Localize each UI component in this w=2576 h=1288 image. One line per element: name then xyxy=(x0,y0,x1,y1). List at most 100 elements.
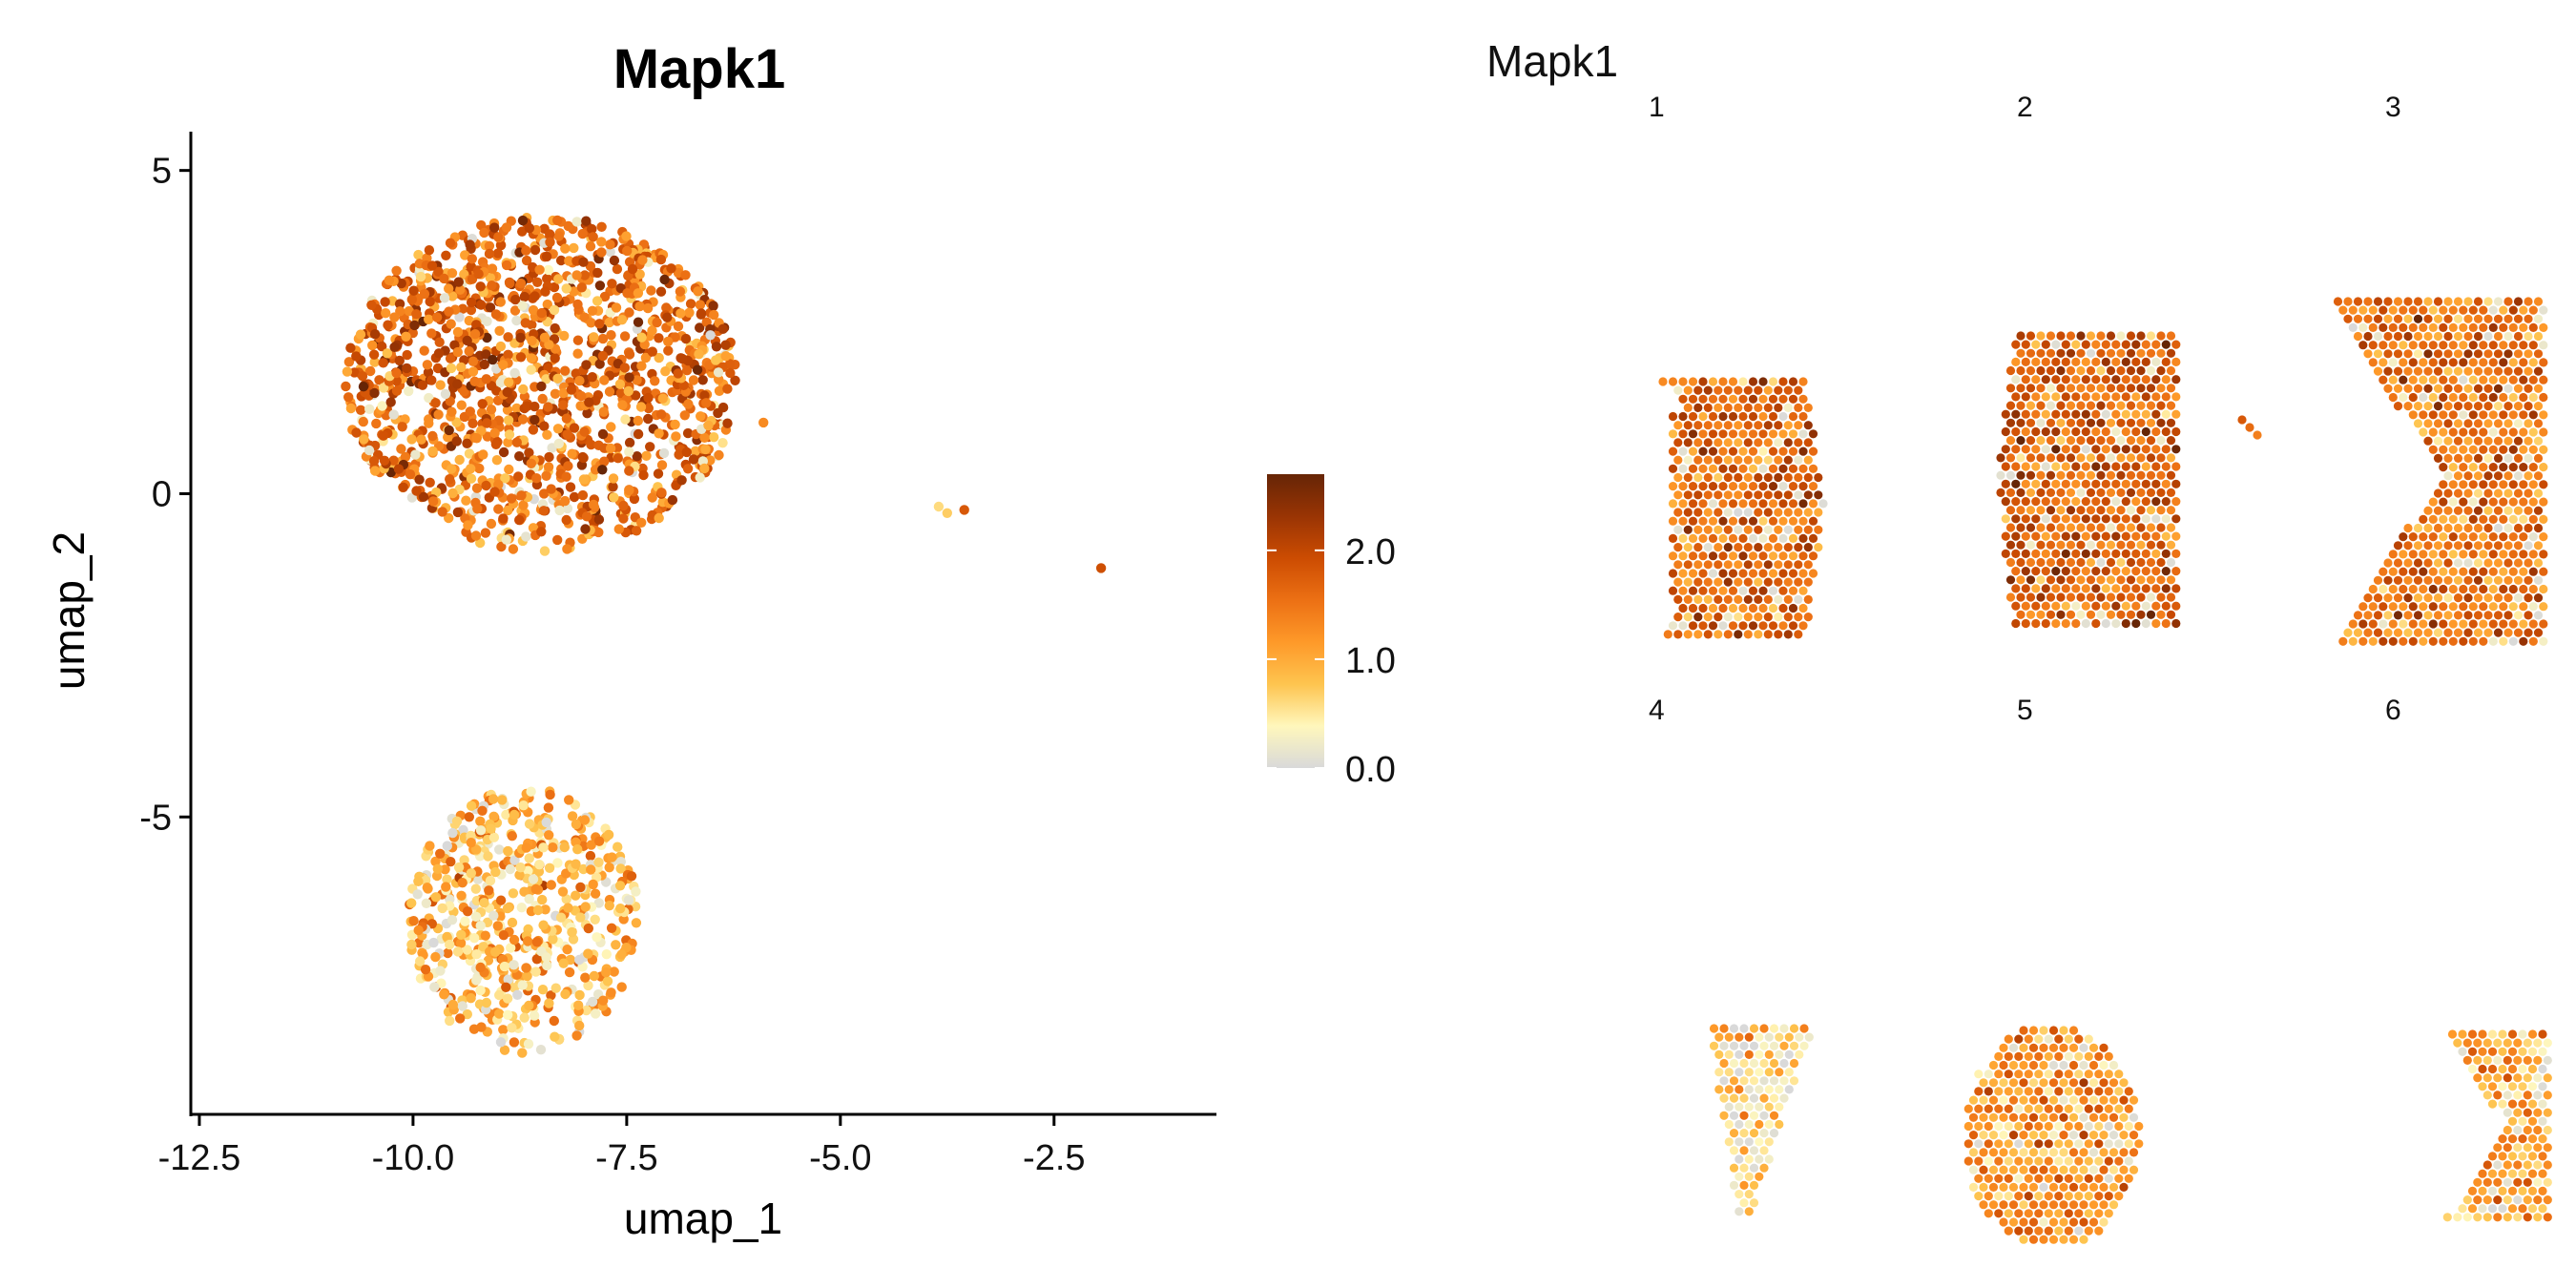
spatial-spot xyxy=(2021,567,2030,576)
spatial-spot xyxy=(1748,464,1758,473)
spatial-spot xyxy=(1788,429,1798,439)
spatial-spot xyxy=(1759,1146,1769,1155)
spatial-spot xyxy=(1775,1049,1784,1059)
spatial-spot xyxy=(2046,506,2056,515)
umap-point xyxy=(507,831,517,841)
spatial-spot xyxy=(2051,462,2061,471)
spatial-spot xyxy=(1784,1049,1794,1059)
spatial-spot xyxy=(1678,411,1688,422)
spatial-spot xyxy=(2106,348,2116,358)
spatial-spot xyxy=(2116,592,2126,602)
spatial-spot xyxy=(2499,445,2508,454)
spatial-spot xyxy=(2503,314,2513,323)
umap-point xyxy=(562,945,572,955)
spatial-spot xyxy=(2533,314,2544,323)
spatial-spot xyxy=(2498,1064,2507,1074)
spatial-spot xyxy=(2004,1034,2013,1044)
spatial-spot xyxy=(2131,479,2141,488)
spatial-spot xyxy=(2348,619,2358,629)
spatial-spot xyxy=(2533,1160,2543,1170)
spatial-spot xyxy=(2523,1091,2532,1100)
umap-point xyxy=(504,429,515,440)
spatial-spot xyxy=(2439,636,2448,646)
umap-point xyxy=(708,301,718,311)
spatial-spot xyxy=(1748,482,1758,491)
spatial-spot xyxy=(2106,557,2116,568)
spatial-spot xyxy=(2463,558,2473,568)
spatial-spot xyxy=(1783,543,1793,552)
spatial-spot xyxy=(1724,1137,1734,1147)
umap-point xyxy=(428,496,439,507)
spatial-spot xyxy=(2136,540,2146,550)
spatial-spot xyxy=(2014,1104,2024,1113)
spatial-spot xyxy=(2056,436,2066,446)
spatial-spot xyxy=(2448,463,2458,472)
spatial-spot xyxy=(2101,584,2110,593)
spatial-spot xyxy=(1759,1093,1769,1103)
umap-point xyxy=(500,473,510,484)
spatial-spot xyxy=(1774,490,1783,500)
spatial-spot xyxy=(2091,340,2101,349)
spatial-spot xyxy=(1984,1174,1993,1183)
spatial-spot xyxy=(1994,1087,2004,1096)
spatial-spot xyxy=(1703,438,1713,447)
colorbar-ticks: 2.01.00.0 xyxy=(1267,532,1396,790)
spatial-spot xyxy=(1749,1093,1759,1103)
umap-point xyxy=(533,866,545,877)
spatial-spot xyxy=(2473,628,2483,637)
umap-point xyxy=(608,482,618,492)
spatial-spot xyxy=(1673,421,1683,430)
spatial-spot xyxy=(1798,429,1808,439)
spatial-spot xyxy=(1755,1137,1764,1147)
spatial-spot xyxy=(2533,384,2544,393)
umap-point xyxy=(477,805,488,816)
spatial-spot xyxy=(2116,557,2126,568)
spatial-spot xyxy=(2021,409,2030,419)
spatial-spot xyxy=(2151,462,2161,471)
spatial-spot xyxy=(1714,594,1723,605)
spatial-spot xyxy=(2136,384,2146,393)
umap-point xyxy=(606,422,616,432)
spatial-spot xyxy=(2014,1139,2024,1149)
spatial-spot xyxy=(2086,331,2096,341)
spatial-spot xyxy=(2519,567,2528,576)
spatial-spot xyxy=(2538,1152,2547,1161)
spatial-spot xyxy=(2428,410,2438,420)
umap-point xyxy=(518,800,529,811)
spatial-spot xyxy=(1673,508,1683,517)
spatial-spot xyxy=(1735,1085,1744,1094)
spatial-spot xyxy=(1755,1068,1764,1077)
spatial-spot xyxy=(2528,375,2538,384)
spatial-spot xyxy=(1974,1104,1984,1113)
spatial-spot xyxy=(2493,402,2503,411)
spatial-spot xyxy=(1724,1102,1734,1111)
spatial-spot xyxy=(2061,584,2070,593)
spatial-spot xyxy=(2019,1235,2028,1244)
spatial-spot xyxy=(2463,402,2473,411)
umap-point xyxy=(690,446,701,456)
spatial-spot xyxy=(2533,541,2544,551)
umap-point xyxy=(528,425,539,435)
spatial-spot xyxy=(2066,348,2076,358)
spatial-spot xyxy=(2478,1204,2487,1214)
spatial-spot xyxy=(2508,602,2518,612)
umap-point xyxy=(452,946,464,957)
spatial-spot xyxy=(2423,628,2433,637)
spatial-spot xyxy=(2136,506,2146,515)
spatial-spot xyxy=(2028,1043,2039,1052)
spatial-spot xyxy=(2101,479,2110,488)
umap-point xyxy=(454,454,465,466)
spatial-spot xyxy=(2126,384,2136,393)
umap-point xyxy=(579,270,591,280)
spatial-spot xyxy=(2524,488,2533,498)
spatial-spot xyxy=(1979,1095,1988,1105)
umap-point xyxy=(502,386,512,398)
spatial-spot xyxy=(2066,610,2076,619)
spatial-spot xyxy=(2493,1160,2503,1170)
spatial-spot xyxy=(2121,497,2130,507)
spatial-spot xyxy=(2524,611,2533,620)
spatial-spot xyxy=(1734,455,1743,465)
spatial-spot xyxy=(2076,470,2086,480)
spatial-spot xyxy=(2086,610,2096,619)
spatial-spot xyxy=(2478,1169,2487,1178)
